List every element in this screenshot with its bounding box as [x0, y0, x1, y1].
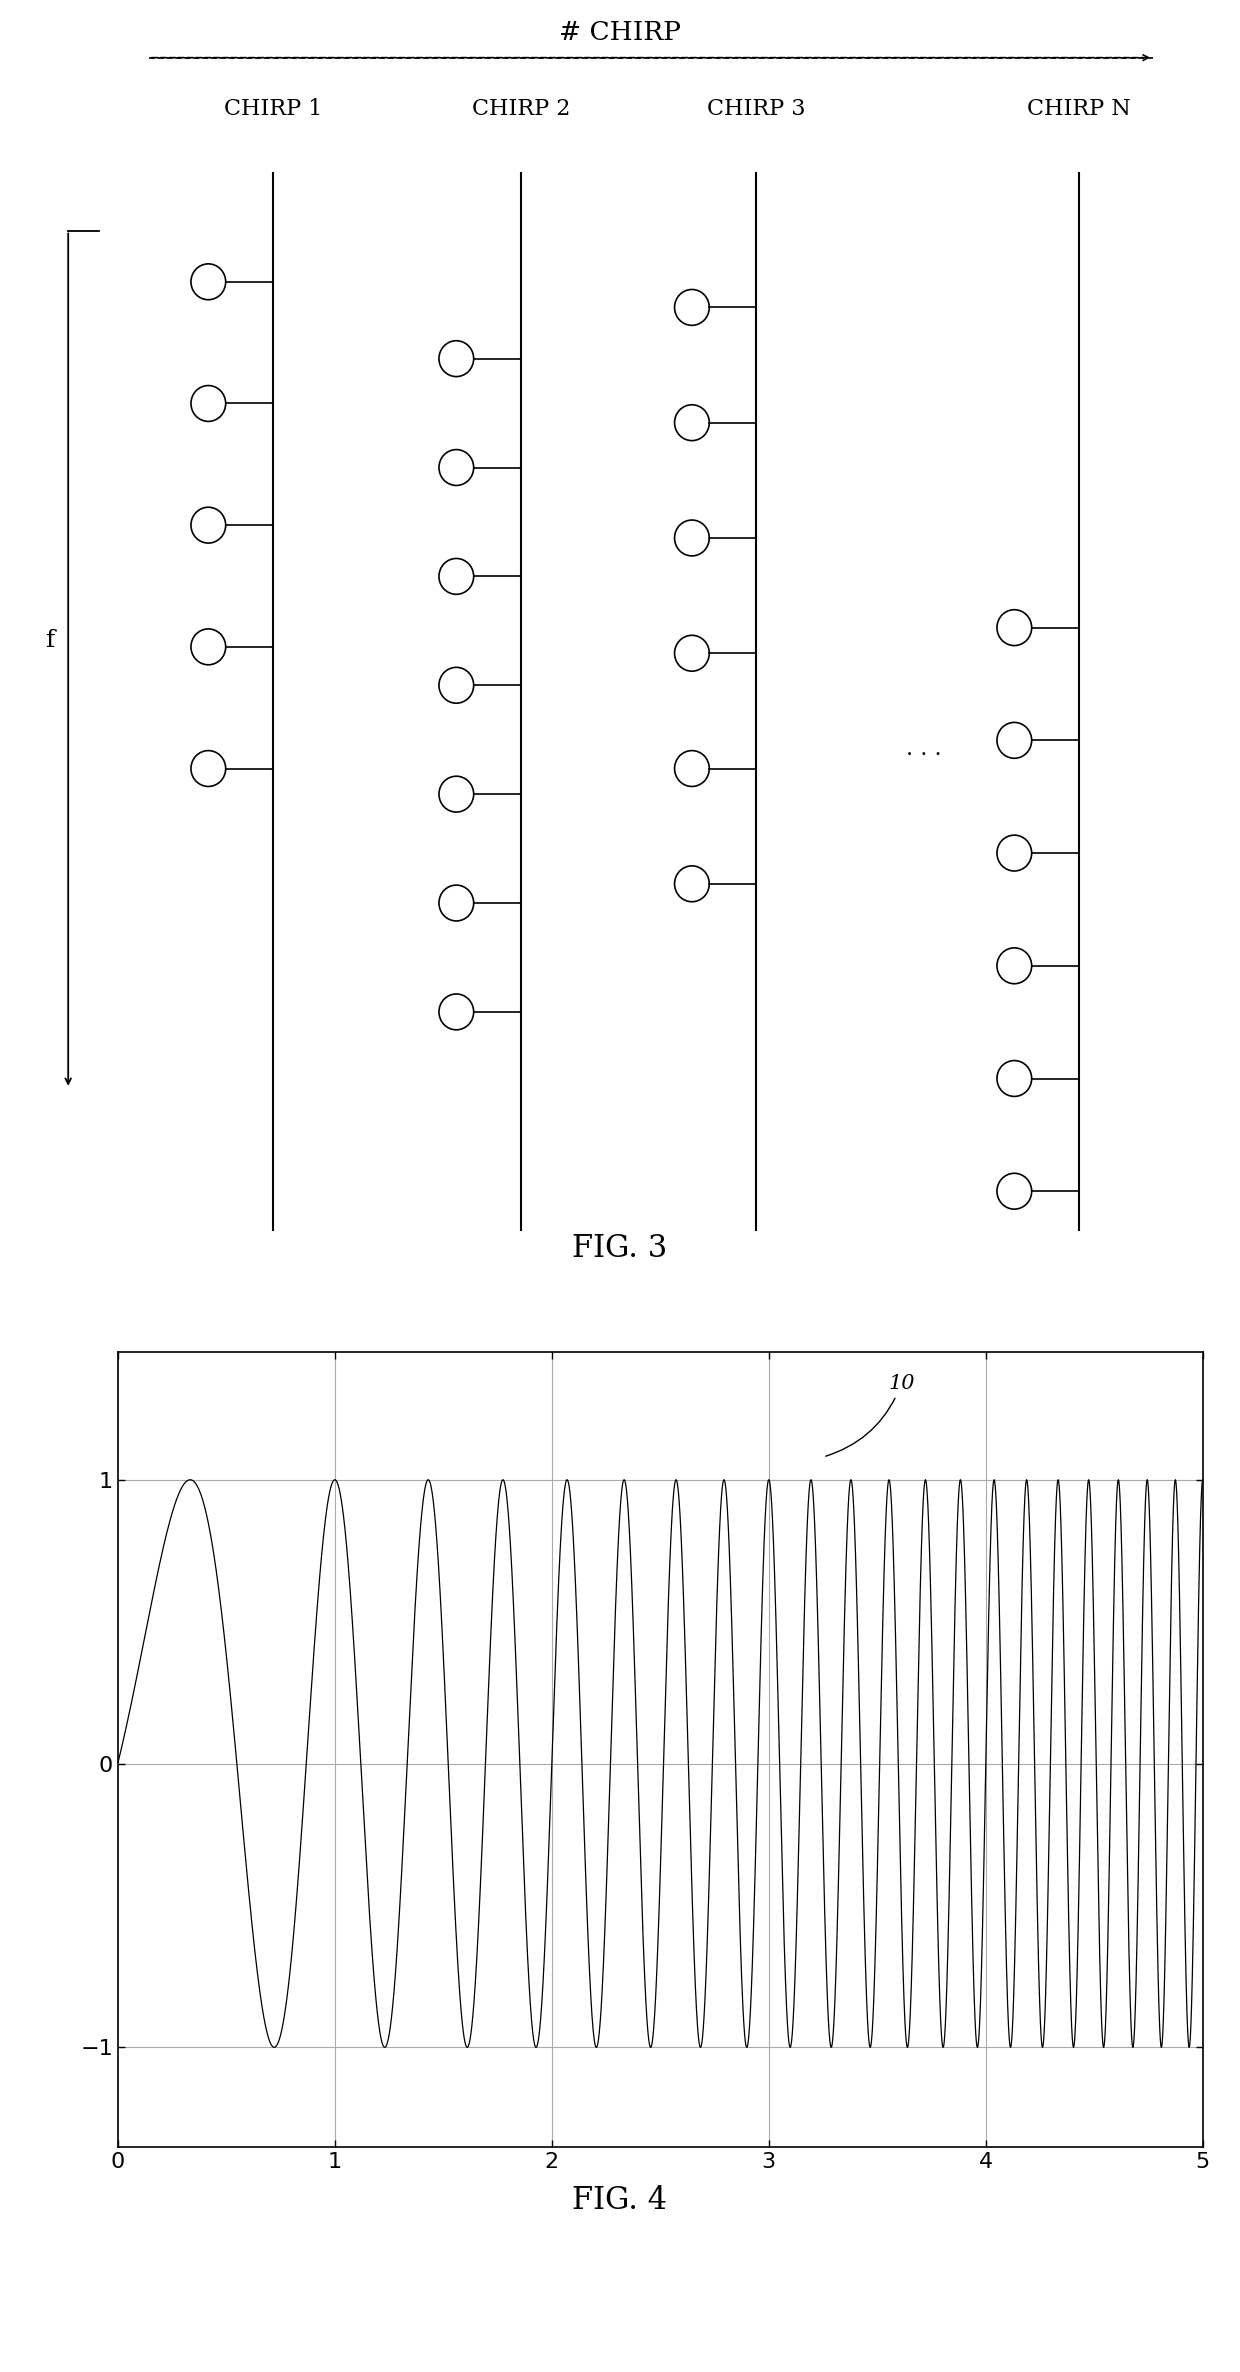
Text: FIG. 4: FIG. 4: [573, 2185, 667, 2215]
Text: . . .: . . .: [906, 738, 941, 761]
Text: f: f: [45, 629, 55, 652]
Text: CHIRP 2: CHIRP 2: [471, 97, 570, 121]
Text: FIG. 3: FIG. 3: [573, 1233, 667, 1264]
Text: CHIRP 1: CHIRP 1: [223, 97, 322, 121]
Text: # CHIRP: # CHIRP: [559, 19, 681, 45]
Text: CHIRP N: CHIRP N: [1027, 97, 1131, 121]
Text: CHIRP 3: CHIRP 3: [707, 97, 806, 121]
Text: 10: 10: [826, 1373, 915, 1456]
